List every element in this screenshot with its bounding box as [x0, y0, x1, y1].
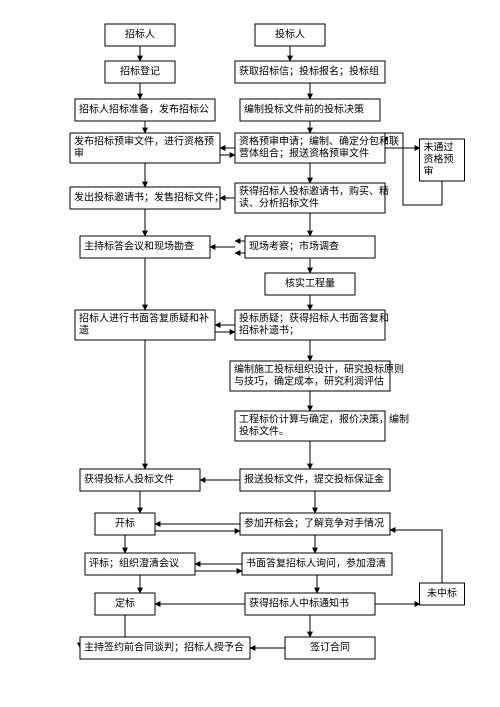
node-label: 投标人	[275, 28, 305, 41]
flow-node-R5b: 核实工程量	[265, 273, 355, 295]
flow-node-L8: 开标	[95, 513, 155, 535]
node-label: 主持标答会议和现场勘查	[84, 240, 194, 253]
node-label: 审	[74, 147, 84, 160]
flow-node-R9: 报送投标文件，提交投标保证金	[240, 469, 390, 491]
flow-node-R1: 获取招标信；投标报名；投标组	[235, 61, 385, 83]
node-label: 开标	[115, 518, 135, 530]
nodes-layer: 招标人招标登记招标人招标准备，发布招标公发布招标预审文件，进行资格预审发出投标邀…	[70, 24, 465, 659]
flow-node-L1: 招标登记	[105, 61, 175, 83]
flow-node-R0: 投标人	[255, 24, 325, 46]
node-label: 参加开标会；了解竞争对手情况	[244, 517, 384, 530]
node-label: 编制投标文件前的投标决策	[244, 103, 364, 116]
flow-node-R4: 获得招标人投标邀请书，购买、精读、分析招标文件	[235, 183, 389, 213]
node-label: 与技巧，确定成本，研究利润评估	[234, 375, 384, 388]
node-label: 主持签约前合同谈判；招标人授予合	[84, 641, 244, 654]
flow-node-R8: 工程标价计算与确定，报价决策，编制投标文件。	[235, 411, 409, 441]
node-label: 签订合同	[310, 641, 350, 654]
node-label: 现场考察；市场调查	[249, 240, 339, 253]
node-label: 招标人进行书面答复质疑和补	[79, 312, 209, 325]
node-label: 获得投标人投标文件	[84, 473, 174, 486]
node-label: 招标登记	[120, 65, 160, 78]
flow-node-S1: 未通过资格预审	[420, 139, 465, 181]
node-label: 投标文件。	[239, 425, 289, 438]
flow-node-L7: 获得投标人投标文件	[80, 469, 200, 491]
flow-node-L0: 招标人	[105, 24, 175, 46]
flow-node-R2: 编制投标文件前的投标决策	[240, 99, 380, 121]
node-label: 书面答复招标人询问，参加澄清	[246, 557, 386, 570]
node-label: 编制施工投标组织设计，研究投标原则	[234, 363, 404, 376]
flow-node-S2: 未中标	[420, 583, 465, 605]
flow-node-L9: 评标；组织澄清会议	[85, 553, 195, 575]
flow-node-R13: 签订合同	[285, 637, 375, 659]
node-label: 发布招标预审文件，进行资格预	[74, 135, 214, 148]
flowchart-canvas: 招标人招标登记招标人招标准备，发布招标公发布招标预审文件，进行资格预审发出投标邀…	[0, 0, 500, 707]
node-label: 报送投标文件，提交投标保证金	[244, 473, 384, 486]
flow-node-R12: 获得招标人中标通知书	[245, 593, 375, 615]
node-label: 招标人	[125, 28, 155, 41]
node-label: 获得招标人投标邀请书，购买、精	[239, 185, 389, 198]
flow-node-L10: 定标	[95, 593, 155, 615]
edge	[390, 530, 442, 583]
node-label: 投标质疑；获得招标人书面答复和	[239, 312, 389, 325]
node-label: 营体组合；报送资格预审文件	[239, 147, 369, 160]
node-label: 核实工程量	[285, 277, 335, 290]
flow-node-L11: 主持签约前合同谈判；招标人授予合	[80, 637, 250, 659]
node-label: 审	[424, 165, 434, 178]
node-label: 招标补遗书；	[239, 324, 299, 337]
flow-node-R7: 编制施工投标组织设计，研究投标原则与技巧，确定成本，研究利润评估	[230, 361, 404, 391]
flow-node-R10: 参加开标会；了解竞争对手情况	[240, 513, 390, 535]
node-label: 招标人招标准备，发布招标公	[79, 103, 209, 116]
node-label: 遗	[79, 324, 89, 337]
node-label: 定标	[115, 597, 135, 610]
flow-node-L2: 招标人招标准备，发布招标公	[75, 99, 215, 121]
node-label: 获取招标信；投标报名；投标组	[239, 65, 379, 78]
node-label: 获得招标人中标通知书	[249, 597, 349, 610]
node-label: 资格预审申请；编制、确定分包和联	[239, 135, 399, 148]
node-label: 工程标价计算与确定，报价决策，编制	[239, 413, 409, 426]
flow-node-R6: 投标质疑；获得招标人书面答复和招标补遗书；	[235, 310, 389, 340]
node-label: 评标；组织澄清会议	[89, 557, 179, 570]
flow-node-L4: 发出投标邀请书；发售招标文件；	[70, 187, 224, 209]
node-label: 读、分析招标文件	[239, 197, 319, 210]
flow-node-L5: 主持标答会议和现场勘查	[80, 236, 210, 258]
flow-node-L3: 发布招标预审文件，进行资格预审	[70, 133, 220, 163]
flow-node-L6: 招标人进行书面答复质疑和补遗	[75, 310, 215, 340]
flow-node-R3: 资格预审申请；编制、确定分包和联营体组合；报送资格预审文件	[235, 133, 399, 163]
flow-node-R5: 现场考察；市场调查	[245, 236, 375, 258]
node-label: 未中标	[427, 587, 457, 600]
node-label: 未通过	[424, 141, 454, 154]
node-label: 资格预	[424, 153, 454, 166]
flow-node-R11: 书面答复招标人询问，参加澄清	[242, 553, 392, 575]
node-label: 发出投标邀请书；发售招标文件；	[74, 191, 224, 204]
